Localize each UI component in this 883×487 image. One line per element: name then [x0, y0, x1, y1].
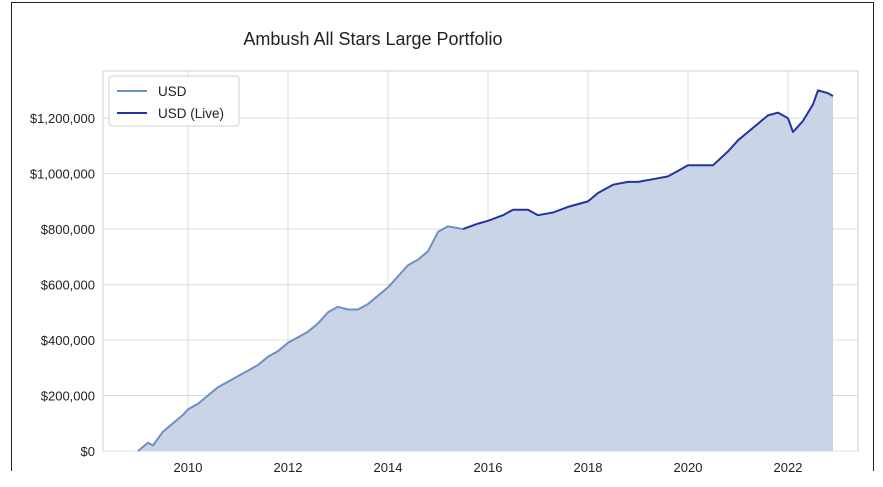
series-lines: [137, 89, 834, 452]
y-tick-label: $1,200,000: [30, 111, 95, 126]
y-tick-label: $200,000: [41, 389, 95, 404]
series-usd-fill: [138, 226, 463, 451]
x-tick-label: 2012: [274, 460, 303, 475]
y-tick-label: $600,000: [41, 278, 95, 293]
series-usd-live-fill: [463, 90, 833, 452]
series-usd-line: [137, 225, 464, 452]
y-tick-label: $0: [81, 444, 95, 459]
y-axis: $0 $200,000 $400,000 $600,000 $800,000 $1,000…: [30, 111, 95, 459]
x-tick-label: 2018: [574, 460, 603, 475]
x-tick-label: 2022: [774, 460, 803, 475]
x-tick-label: 2016: [474, 460, 503, 475]
legend-label-usd-live: USD (Live): [158, 106, 224, 121]
x-tick-label: 2014: [374, 460, 403, 475]
series-usd-live-line: [462, 89, 834, 231]
y-tick-label: $400,000: [41, 333, 95, 348]
area-fill: [138, 90, 833, 452]
x-tick-label: 2010: [174, 460, 203, 475]
x-axis: 2010 2012 2014 2016 2018 2020 2022: [174, 460, 803, 475]
y-tick-label: $800,000: [41, 222, 95, 237]
legend: USD USD (Live): [108, 75, 240, 127]
chart-title: Ambush All Stars Large Portfolio: [243, 29, 502, 49]
legend-label-usd: USD: [158, 84, 187, 99]
y-tick-label: $1,000,000: [30, 167, 95, 182]
x-tick-label: 2020: [674, 460, 703, 475]
figure-frame: [11, 2, 874, 471]
